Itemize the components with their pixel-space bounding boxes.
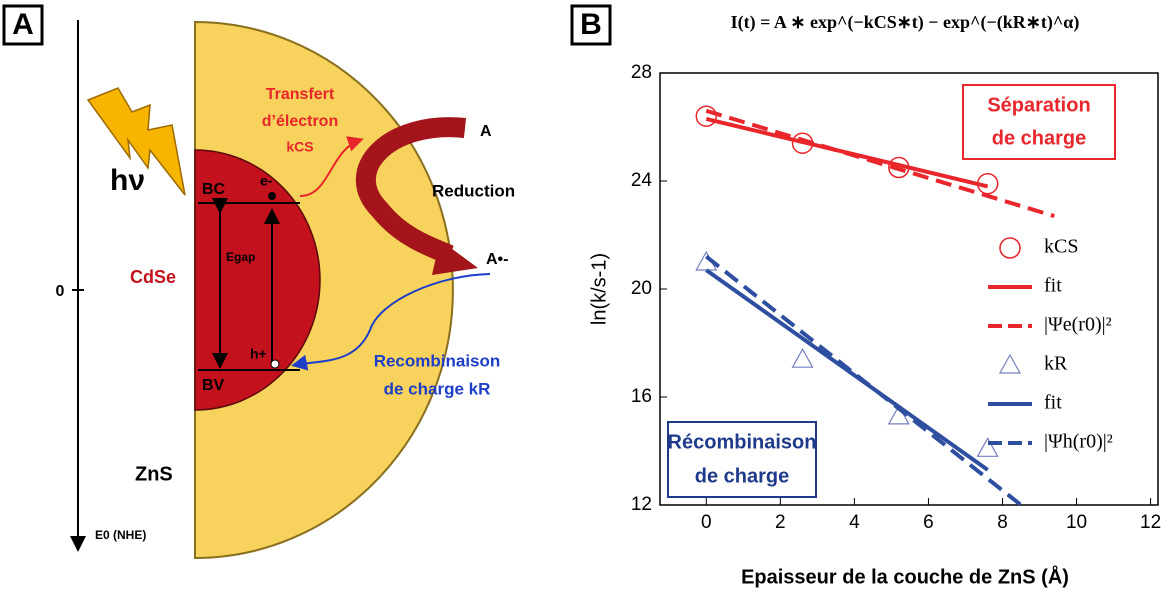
- recomb-arrow: [291, 273, 491, 371]
- axis-label: E0 (NHE): [95, 528, 146, 542]
- lightning: [86, 87, 186, 196]
- legend-label: |Ψh(r0)|²: [1044, 431, 1113, 453]
- legend-label: |Ψe(r0)|²: [1044, 314, 1112, 336]
- kcs-label: kCS: [286, 139, 313, 155]
- x-tick-label: 10: [1066, 512, 1087, 533]
- legend-label: kR: [1044, 353, 1068, 375]
- x-axis-label: Epaisseur de la couche de ZnS (Å): [741, 564, 1069, 588]
- panel-label: B: [580, 8, 602, 41]
- radical-label: A•-: [486, 251, 508, 268]
- annotation-box: [962, 84, 1116, 160]
- reduction-arrow: [355, 117, 467, 265]
- legend-label: kCS: [1044, 236, 1078, 258]
- reduction-arrowhead: [432, 240, 478, 275]
- legend-symbol: [999, 237, 1021, 259]
- electron: [268, 192, 276, 200]
- x-tick-label: 0: [701, 512, 712, 533]
- transfer-label: Transfert: [266, 86, 335, 103]
- x-tick-label: 2: [775, 512, 786, 533]
- legend-symbol: [998, 353, 1022, 374]
- series-line: [705, 255, 1023, 507]
- electron-label: e-: [260, 173, 273, 189]
- hole-label: h+: [250, 346, 267, 362]
- series-line: [705, 108, 1055, 219]
- panel-a: A 0 E0 (NHE) hν BC BV Egap e- h+ CdSe Zn…: [2, 4, 515, 560]
- annotation: de charge: [992, 127, 1086, 149]
- bv-label: BV: [202, 377, 225, 394]
- y-tick-label: 16: [631, 386, 652, 407]
- y-tick-label: 28: [631, 62, 652, 83]
- core-label: CdSe: [130, 267, 176, 287]
- panel-label-box: [2, 4, 44, 46]
- egap-label: Egap: [226, 250, 255, 264]
- marker: [695, 105, 718, 127]
- chart-title: I(t) = A ∗ exp^(−kCS∗t) − exp^(−(kR∗t)^α…: [731, 12, 1080, 33]
- x-tick-label: 8: [997, 512, 1008, 533]
- zero-label: 0: [56, 283, 65, 300]
- annotation: Séparation: [987, 94, 1090, 116]
- y-tick-label: 20: [631, 278, 652, 299]
- marker: [791, 347, 814, 368]
- annotation: Récombinaison: [668, 431, 817, 453]
- bc-label: BC: [202, 181, 226, 198]
- legend-label: fit: [1044, 275, 1062, 297]
- marker: [976, 437, 999, 457]
- annotation: de charge: [695, 465, 789, 487]
- shell-label: ZnS: [135, 463, 173, 485]
- hv-label: hν: [110, 164, 145, 197]
- panel-label-box: [570, 4, 612, 46]
- recomb-label: de charge kR: [384, 379, 491, 398]
- transfer-arrow: [299, 136, 364, 197]
- panel-b: B I(t) = A ∗ exp^(−kCS∗t) − exp^(−(kR∗t)…: [570, 4, 1161, 588]
- x-tick-label: 4: [849, 512, 860, 533]
- reduction-label: Reduction: [432, 181, 515, 200]
- hole: [270, 359, 280, 369]
- recomb-label: Recombinaison: [374, 351, 501, 370]
- x-tick-label: 12: [1140, 512, 1161, 533]
- panel-label: A: [12, 8, 34, 41]
- legend-label: fit: [1044, 392, 1062, 414]
- y-axis-label: ln(k/s-1): [588, 253, 610, 325]
- y-tick-label: 12: [631, 494, 652, 515]
- x-tick-label: 6: [923, 512, 934, 533]
- y-tick-label: 24: [631, 170, 653, 191]
- acceptor-label: A: [480, 123, 492, 140]
- annotation-box: [667, 421, 817, 498]
- transfer-label: d’électron: [262, 113, 338, 130]
